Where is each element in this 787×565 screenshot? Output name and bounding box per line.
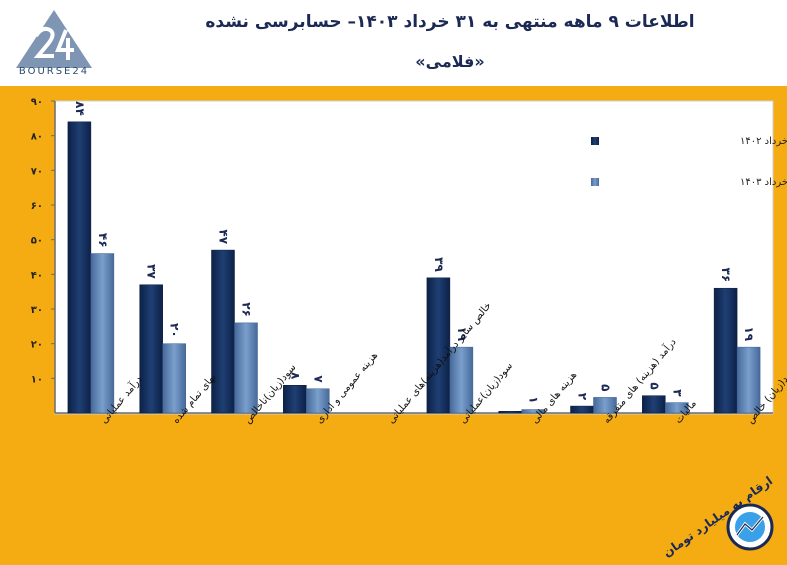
bar-value-label: ۲ — [576, 393, 590, 401]
bar-1403-1 — [162, 343, 186, 414]
bar-1402-0 — [67, 121, 92, 414]
bar-1402-8 — [642, 395, 666, 414]
bar-1402-9 — [713, 287, 738, 414]
bar-1402-2 — [211, 249, 235, 414]
bar-value-label: ۳۹ — [432, 257, 446, 272]
bar-1403-0 — [90, 253, 115, 414]
bar-value-label: ۳۶ — [719, 268, 733, 283]
bar-value-label: ۷ — [311, 375, 325, 383]
legend-label-1403: عملکرد منتهی به خرداد ۱۴۰۳ — [740, 177, 787, 188]
bar-value-label: ۸ — [288, 372, 302, 380]
bourse24-logo — [16, 10, 92, 68]
legend-label-1402: عملکرد منتهی به خرداد ۱۴۰۲ — [740, 136, 787, 147]
bar-value-label: ۵ — [599, 384, 613, 391]
legend-swatch-1402 — [591, 137, 599, 145]
bar-value-label: ۸۴ — [73, 101, 87, 116]
bar-value-label: ۲۰ — [168, 323, 182, 338]
bar-value-label: ۱ — [527, 396, 541, 403]
bar-1402-3 — [283, 385, 307, 414]
bar-1402-1 — [139, 284, 163, 414]
bar-1403-7 — [593, 397, 617, 414]
y-tick-label: ۵۰ — [31, 236, 43, 247]
y-tick-label: ۳۰ — [31, 305, 43, 316]
bar-1403-6 — [521, 409, 545, 414]
bar-value-label: ۳۷ — [145, 264, 159, 279]
bar-value-label: ۵ — [647, 382, 661, 389]
trend-badge-icon — [726, 503, 774, 551]
bar-1403-5 — [449, 346, 474, 414]
y-tick-label: ۶۰ — [31, 201, 43, 212]
bar-value-label: ۴۷ — [217, 229, 231, 244]
bar-value-label: ۱۹ — [742, 326, 756, 341]
bar-value-label: ۴۶ — [96, 233, 110, 248]
y-tick-label: ۸۰ — [31, 132, 43, 143]
y-tick-label: ۷۰ — [31, 166, 43, 177]
bar-1402-7 — [570, 405, 594, 414]
bar-value-label: ۳ — [670, 389, 684, 397]
y-tick-label: ۱۰ — [31, 374, 43, 385]
bar-1403-2 — [234, 322, 258, 414]
bar-1402-6 — [498, 411, 522, 414]
bar-value-label: ۱۹ — [455, 326, 469, 341]
y-tick-label: ۹۰ — [31, 97, 43, 108]
y-tick-label: ۲۰ — [31, 340, 43, 351]
header-background — [0, 0, 787, 90]
page-title: اطلاعات ۹ ماهه منتهی به ۳۱ خرداد ۱۴۰۳– ح… — [205, 12, 695, 32]
logo-text: BOURSE24 — [18, 66, 90, 77]
bar-value-label: ۲۶ — [240, 302, 254, 317]
bar-1403-9 — [736, 346, 761, 414]
bar-1403-8 — [665, 402, 689, 414]
bar-1402-5 — [426, 277, 451, 414]
legend-swatch-1403 — [591, 178, 599, 186]
company-name: «فلامی» — [415, 52, 485, 71]
bar-1403-3 — [306, 388, 330, 414]
y-tick-label: ۴۰ — [31, 270, 43, 281]
